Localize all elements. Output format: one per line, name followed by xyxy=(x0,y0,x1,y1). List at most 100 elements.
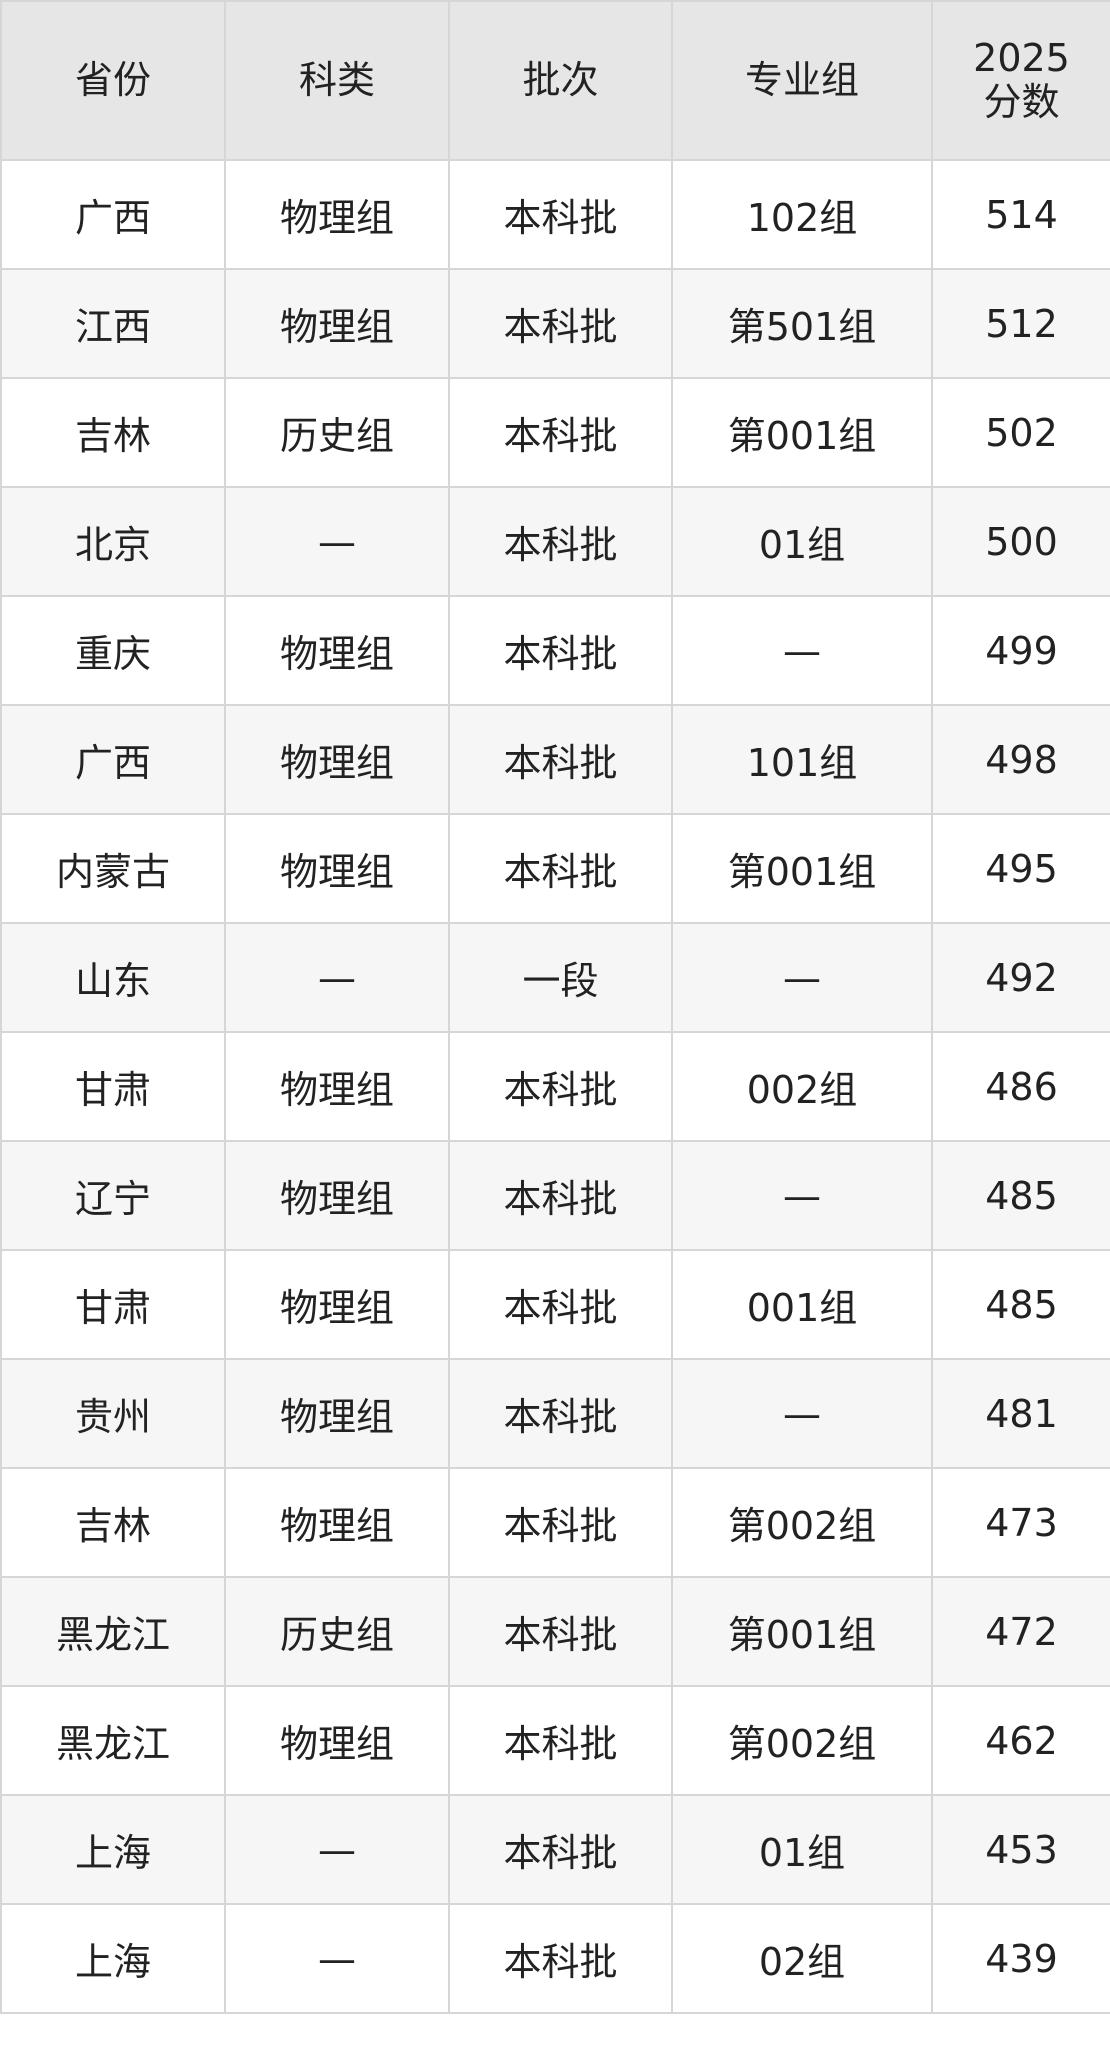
table-cell: 物理组 xyxy=(224,1140,450,1251)
header-cell: 科类 xyxy=(224,0,450,161)
table-cell: 物理组 xyxy=(224,1249,450,1360)
table-cell: 本科批 xyxy=(448,1576,673,1687)
table-row: 吉林 历史组 本科批 第001组 502 xyxy=(0,377,1110,488)
table-cell: 黑龙江 xyxy=(0,1685,226,1796)
table-cell: 广西 xyxy=(0,159,226,270)
table-cell: 广西 xyxy=(0,704,226,815)
table-row: 广西 物理组 本科批 101组 498 xyxy=(0,704,1110,815)
table-cell: 黑龙江 xyxy=(0,1576,226,1687)
table-row: 黑龙江 物理组 本科批 第002组 462 xyxy=(0,1685,1110,1796)
table-row: 上海 — 本科批 02组 439 xyxy=(0,1903,1110,2014)
table-row: 广西 物理组 本科批 102组 514 xyxy=(0,159,1110,270)
table-cell: 上海 xyxy=(0,1794,226,1905)
table-cell: 物理组 xyxy=(224,159,450,270)
table-cell: 499 xyxy=(931,595,1110,706)
table-cell: 本科批 xyxy=(448,1358,673,1469)
table-cell: 本科批 xyxy=(448,1467,673,1578)
table-cell: 贵州 xyxy=(0,1358,226,1469)
table-cell: 上海 xyxy=(0,1903,226,2014)
table-cell: 历史组 xyxy=(224,1576,450,1687)
table-cell: 第002组 xyxy=(671,1467,933,1578)
table-row: 内蒙古 物理组 本科批 第001组 495 xyxy=(0,813,1110,924)
table-cell: 第501组 xyxy=(671,268,933,379)
table-cell: 514 xyxy=(931,159,1110,270)
table-cell: — xyxy=(671,922,933,1033)
table-cell: 甘肃 xyxy=(0,1031,226,1142)
table-cell: 01组 xyxy=(671,1794,933,1905)
table-cell: 物理组 xyxy=(224,813,450,924)
table-cell: 472 xyxy=(931,1576,1110,1687)
table-cell: 02组 xyxy=(671,1903,933,2014)
table-cell: 物理组 xyxy=(224,1685,450,1796)
table-cell: 本科批 xyxy=(448,159,673,270)
table-cell: 502 xyxy=(931,377,1110,488)
table-cell: 物理组 xyxy=(224,1031,450,1142)
table-body: 广西 物理组 本科批 102组 514 江西 物理组 本科批 第501组 512 吉林 历史组 本科批第… xyxy=(0,159,1110,2014)
table-cell: — xyxy=(224,486,450,597)
table-cell: 一段 xyxy=(448,922,673,1033)
table-cell: 101组 xyxy=(671,704,933,815)
table-cell: 北京 xyxy=(0,486,226,597)
table-cell: 第001组 xyxy=(671,813,933,924)
table-row: 甘肃 物理组 本科批 001组 485 xyxy=(0,1249,1110,1360)
table-cell: — xyxy=(224,1903,450,2014)
table-row: 吉林 物理组 本科批 第002组 473 xyxy=(0,1467,1110,1578)
table-cell: 102组 xyxy=(671,159,933,270)
table-header: 省份 科类 批次 专业组 2025 分数 xyxy=(0,0,1110,161)
table-cell: 本科批 xyxy=(448,595,673,706)
table-cell: 本科批 xyxy=(448,813,673,924)
table-row: 黑龙江 历史组 本科批 第001组 472 xyxy=(0,1576,1110,1687)
table-row: 江西 物理组 本科批 第501组 512 xyxy=(0,268,1110,379)
table-cell: 重庆 xyxy=(0,595,226,706)
table-cell: 481 xyxy=(931,1358,1110,1469)
table-cell: 辽宁 xyxy=(0,1140,226,1251)
table-cell: — xyxy=(671,1140,933,1251)
table-cell: 本科批 xyxy=(448,1249,673,1360)
table-cell: 第001组 xyxy=(671,377,933,488)
table-row: 甘肃 物理组 本科批 002组 486 xyxy=(0,1031,1110,1142)
table-cell: 甘肃 xyxy=(0,1249,226,1360)
table-cell: 本科批 xyxy=(448,486,673,597)
table-cell: 本科批 xyxy=(448,1031,673,1142)
header-row: 省份 科类 批次 专业组 2025 分数 xyxy=(0,0,1110,161)
header-cell: 批次 xyxy=(448,0,673,161)
table-row: 贵州 物理组 本科批 —481 xyxy=(0,1358,1110,1469)
table-cell: — xyxy=(224,922,450,1033)
table-row: 重庆 物理组 本科批 —499 xyxy=(0,595,1110,706)
table-cell: — xyxy=(671,595,933,706)
table-cell: 内蒙古 xyxy=(0,813,226,924)
table-cell: 历史组 xyxy=(224,377,450,488)
table-cell: — xyxy=(671,1358,933,1469)
table-cell: 吉林 xyxy=(0,1467,226,1578)
table-cell: 492 xyxy=(931,922,1110,1033)
table-cell: 物理组 xyxy=(224,595,450,706)
table-cell: 本科批 xyxy=(448,1903,673,2014)
table-cell: 01组 xyxy=(671,486,933,597)
table-cell: 486 xyxy=(931,1031,1110,1142)
table-cell: 439 xyxy=(931,1903,1110,2014)
table-row: 上海 — 本科批 01组 453 xyxy=(0,1794,1110,1905)
table-cell: 第002组 xyxy=(671,1685,933,1796)
table-row: 北京 — 本科批 01组 500 xyxy=(0,486,1110,597)
table-cell: 物理组 xyxy=(224,1358,450,1469)
table-cell: 本科批 xyxy=(448,268,673,379)
table-cell: 001组 xyxy=(671,1249,933,1360)
table-cell: — xyxy=(224,1794,450,1905)
table-cell: 498 xyxy=(931,704,1110,815)
table-cell: 485 xyxy=(931,1140,1110,1251)
table-cell: 本科批 xyxy=(448,377,673,488)
table-cell: 本科批 xyxy=(448,1794,673,1905)
table-cell: 495 xyxy=(931,813,1110,924)
header-cell: 2025 分数 xyxy=(931,0,1110,161)
table-cell: 本科批 xyxy=(448,704,673,815)
table-cell: 485 xyxy=(931,1249,1110,1360)
table-cell: 本科批 xyxy=(448,1685,673,1796)
table-cell: 002组 xyxy=(671,1031,933,1142)
header-cell: 专业组 xyxy=(671,0,933,161)
table-row: 辽宁 物理组 本科批 —485 xyxy=(0,1140,1110,1251)
table-cell: 吉林 xyxy=(0,377,226,488)
table-row: 山东 — 一段 —492 xyxy=(0,922,1110,1033)
table-cell: 本科批 xyxy=(448,1140,673,1251)
